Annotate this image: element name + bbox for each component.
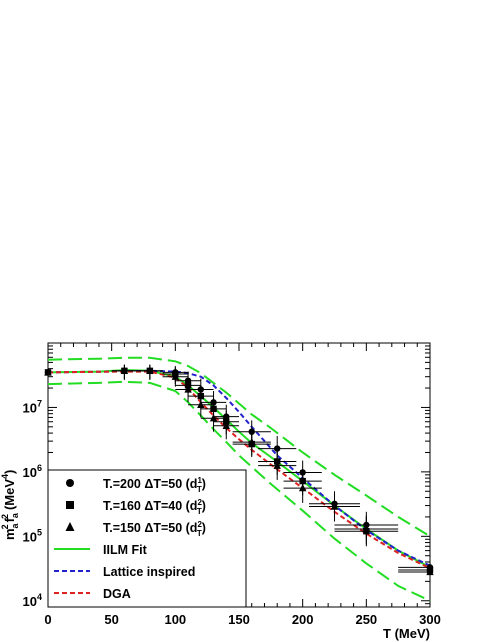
legend-entry: Lattice inspired: [54, 565, 195, 579]
legend-entry: DGA: [54, 587, 131, 601]
curve-lattice-inspired: [47, 369, 431, 567]
x-tick-label: 150: [228, 612, 250, 627]
data-point-triangle: [44, 368, 52, 376]
data-point-triangle: [209, 414, 218, 422]
curve-iilm-upper-band: [47, 356, 431, 538]
x-axis-label: T (MeV): [383, 626, 430, 641]
legend-label: Lattice inspired: [103, 565, 195, 579]
data-point-triangle: [222, 421, 230, 429]
x-tick-label: 200: [292, 612, 314, 627]
legend-marker-square: [66, 501, 74, 509]
legend-label: IILM Fit: [103, 543, 148, 557]
legend-label: T.=160 ΔT=40 (d2 T): [103, 498, 206, 516]
legend-label: T.=200 ΔT=50 (d1 T): [103, 476, 206, 494]
curve-iilm-lower-band: [47, 380, 431, 602]
y-tick-label: 104: [23, 592, 42, 609]
legend-entry: T.=160 ΔT=40 (d2 T): [66, 498, 206, 516]
x-tick-label: 250: [355, 612, 377, 627]
curve-dga: [47, 370, 431, 570]
legend-entry: T.=150 ΔT=50 (d2 T): [65, 520, 206, 538]
y-tick-label: 105: [23, 527, 42, 544]
x-tick-label: 50: [104, 612, 118, 627]
data-point-triangle: [298, 483, 307, 492]
data-point-triangle: [248, 437, 256, 446]
data-point-triangle: [197, 400, 205, 408]
legend-marker-circle: [66, 479, 74, 487]
data-point-triangle: [426, 567, 434, 576]
y-tick-label: 106: [23, 463, 42, 480]
data-point-triangle: [273, 461, 281, 469]
legend-box: [47, 469, 247, 608]
legend-entry: IILM Fit: [54, 543, 148, 557]
legend-label: T.=150 ΔT=50 (d2 T): [103, 520, 206, 538]
x-tick-label: 0: [44, 612, 51, 627]
y-tick-labels: 104 105 106 107: [23, 398, 42, 608]
data-point-triangle: [146, 366, 154, 375]
legend: T.=200 ΔT=50 (d1 T) T.=160 ΔT=40 (d2 T) T.=1…: [47, 469, 247, 608]
x-tick-label: 100: [164, 612, 186, 627]
x-tick-labels: 0 50 100 150 200 250 300: [44, 612, 440, 627]
data-point-triangle: [171, 372, 180, 380]
legend-marker-triangle: [65, 522, 75, 531]
data-point-triangle: [120, 366, 129, 375]
data-point-triangle: [330, 502, 339, 510]
x-tick-label: 300: [419, 612, 441, 627]
y-tick-label: 107: [23, 398, 42, 415]
data-point-triangle: [362, 524, 371, 533]
y-axis-label: ma2fa2(MeV4): [0, 470, 20, 540]
legend-label: DGA: [103, 587, 131, 601]
legend-entry: T.=200 ΔT=50 (d1 T): [66, 476, 206, 494]
data-points: [44, 364, 434, 588]
data-point-triangle: [184, 385, 192, 393]
